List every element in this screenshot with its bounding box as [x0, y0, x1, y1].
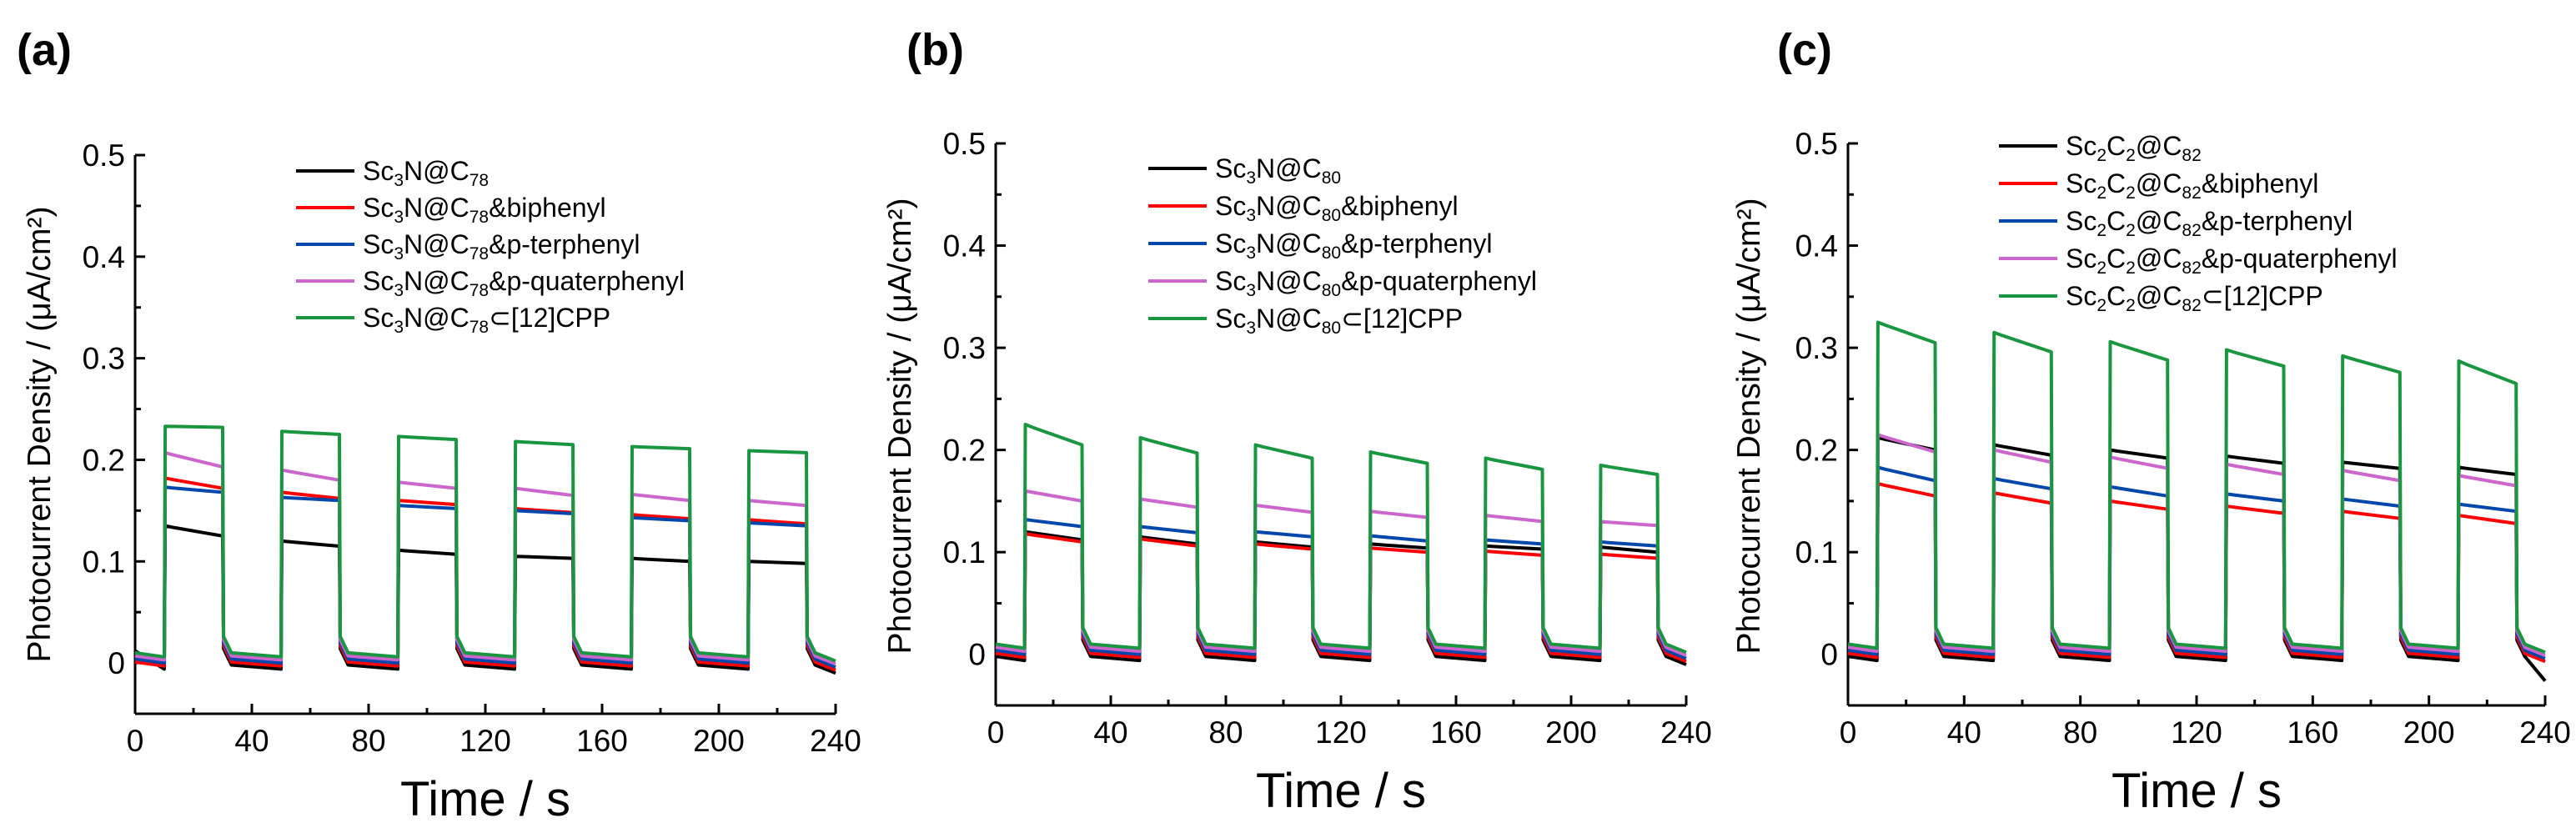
series-line	[134, 485, 836, 669]
x-tick-label: 200	[2403, 715, 2455, 750]
y-tick-label: 0.3	[1795, 331, 1838, 365]
y-axis-label: Photocurrent Density / (μA/cm²)	[882, 198, 918, 655]
x-tick-label: 40	[234, 724, 269, 758]
y-tick-label: 0.5	[83, 138, 125, 173]
series-line	[133, 524, 836, 675]
panel-label: (c)	[1777, 25, 1832, 75]
chart-panel-2: (b) 0 0.1 0.2 0.3 0.4 0.5 0 40 80 120 160 200 240 Time…	[882, 25, 1712, 818]
y-tick-label: 0.1	[943, 535, 986, 570]
x-tick-label: 240	[810, 724, 861, 758]
chart-panel-3: (c) 0 0.1 0.2 0.3 0.4 0.5 0 40 80 120 160 200 240 Time…	[1731, 25, 2571, 818]
y-tick-label: 0.4	[1795, 229, 1838, 263]
panel-label: (b)	[906, 25, 964, 75]
series-line	[134, 424, 836, 663]
x-tick-label: 80	[2063, 715, 2097, 750]
legend-label: Sc2C2@C82&biphenyl	[2066, 168, 2318, 203]
y-tick-label: 0.2	[83, 443, 125, 477]
legend-label: Sc3N@C80&p-quaterphenyl	[1215, 266, 1537, 300]
series-line	[134, 450, 836, 666]
x-tick-label: 240	[2519, 715, 2571, 750]
x-axis-label: Time / s	[2112, 764, 2282, 818]
y-axis-label: Photocurrent Density / (μA/cm²)	[22, 207, 58, 663]
x-axis-label: Time / s	[400, 772, 570, 826]
y-tick-label: 0.5	[1795, 127, 1838, 161]
legend-label: Sc3N@C80	[1215, 153, 1341, 188]
series-line	[1847, 465, 2546, 660]
series-line	[995, 529, 1687, 666]
series-line	[1847, 435, 2547, 682]
x-tick-label: 120	[2171, 715, 2222, 750]
series-line	[995, 489, 1687, 657]
x-tick-label: 160	[2287, 715, 2338, 750]
y-tick-label: 0.4	[943, 229, 986, 263]
x-tick-label: 0	[1840, 715, 1857, 750]
x-tick-label: 120	[1315, 715, 1367, 750]
chart-panel-1: (a) 0 0.1 0.2 0.3 0.4 0.5 0 40 80 120 160 200 240 Time…	[17, 25, 861, 826]
x-tick-label: 80	[351, 724, 385, 758]
series-line	[1847, 482, 2546, 664]
series-line	[995, 518, 1687, 660]
legend-label: Sc3N@C78&biphenyl	[363, 193, 606, 227]
legend-label: Sc3N@C80&p-terphenyl	[1215, 228, 1493, 263]
legend-label: Sc3N@C80⊂[12]CPP	[1215, 304, 1463, 338]
legend-label: Sc3N@C78⊂[12]CPP	[363, 303, 610, 337]
y-tick-label: 0.2	[943, 434, 986, 468]
y-tick-label: 0.5	[943, 127, 986, 161]
y-axis-label: Photocurrent Density / (μA/cm²)	[1731, 198, 1767, 655]
panel-label: (a)	[17, 25, 72, 75]
series-line	[1847, 433, 2546, 657]
y-tick-label: 0.3	[83, 342, 125, 376]
legend-label: Sc3N@C78&p-terphenyl	[363, 229, 640, 263]
x-tick-label: 40	[1947, 715, 1981, 750]
y-tick-label: 0.2	[1795, 434, 1838, 468]
x-tick-label: 0	[987, 715, 1005, 750]
x-tick-label: 160	[1430, 715, 1482, 750]
x-axis-label: Time / s	[1256, 764, 1426, 818]
y-tick-label: 0	[108, 646, 125, 680]
legend-label: Sc2C2@C82&p-quaterphenyl	[2066, 243, 2398, 278]
legend-label: Sc3N@C78	[363, 156, 489, 190]
x-tick-label: 80	[1208, 715, 1243, 750]
legend-label: Sc2C2@C82&p-terphenyl	[2066, 206, 2353, 240]
series-line	[134, 476, 836, 672]
legend-label: Sc2C2@C82	[2066, 131, 2202, 165]
y-tick-label: 0	[968, 638, 986, 672]
x-tick-label: 240	[1660, 715, 1712, 750]
x-tick-label: 40	[1093, 715, 1127, 750]
x-tick-label: 0	[127, 724, 144, 758]
x-tick-label: 200	[693, 724, 745, 758]
x-tick-label: 200	[1545, 715, 1597, 750]
legend-label: Sc2C2@C82⊂[12]CPP	[2066, 281, 2323, 315]
legend-label: Sc3N@C78&p-quaterphenyl	[363, 266, 685, 300]
legend-label: Sc3N@C80&biphenyl	[1215, 191, 1459, 225]
series-line	[1847, 320, 2546, 655]
y-tick-label: 0.1	[1795, 535, 1838, 570]
y-tick-label: 0	[1820, 638, 1838, 672]
series-line	[995, 423, 1687, 655]
series-line	[995, 532, 1687, 664]
y-tick-label: 0.3	[943, 331, 986, 365]
y-tick-label: 0.1	[83, 544, 125, 579]
x-tick-label: 120	[459, 724, 511, 758]
y-tick-label: 0.4	[83, 240, 125, 274]
x-tick-label: 160	[576, 724, 628, 758]
